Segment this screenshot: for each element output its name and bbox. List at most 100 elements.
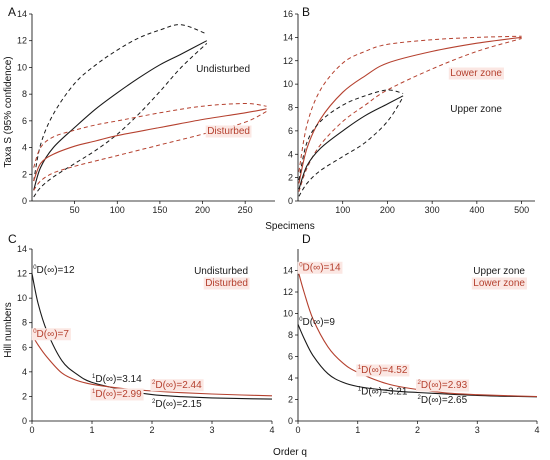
hill-annotation-main: D(∞)=2.99 bbox=[95, 389, 142, 400]
x-tick-label: 3 bbox=[209, 425, 214, 435]
y-tick-label: 8 bbox=[288, 330, 293, 340]
series-lower-zone-upper-ci bbox=[298, 35, 522, 172]
panel-letter: C bbox=[8, 232, 17, 246]
y-tick-label: 4 bbox=[22, 143, 27, 153]
y-tick-label: 12 bbox=[283, 56, 293, 66]
x-tick-label: 2 bbox=[149, 425, 154, 435]
x-tick-label: 4 bbox=[269, 425, 274, 435]
y-tick-label: 4 bbox=[288, 373, 293, 383]
y-axis-title-bottom: Hill numbers bbox=[3, 302, 14, 358]
series-upper-zone-upper-ci bbox=[298, 89, 404, 181]
hill-annotation-main: D(∞)=14 bbox=[303, 262, 341, 273]
y-tick-label: 6 bbox=[288, 126, 293, 136]
series-disturbed-label-bg bbox=[203, 277, 250, 290]
hill-annotation-sup: 0 bbox=[299, 262, 303, 268]
y-tick-label: 6 bbox=[22, 116, 27, 126]
series-undisturbed-label: Undisturbed bbox=[196, 64, 250, 75]
x-tick-label: 250 bbox=[238, 205, 253, 215]
series-upper-zone-label-main: Upper zone bbox=[473, 266, 525, 277]
hill-annotation-text: 2D(∞)=2.93 bbox=[418, 380, 468, 391]
hill-annotation: 1D(∞)=3.14 bbox=[92, 374, 142, 385]
y-tick-label: 10 bbox=[17, 62, 27, 72]
hill-annotation-bg bbox=[90, 388, 144, 401]
series-lower-zone-line bbox=[297, 270, 538, 398]
series-lower-zone-label-main: Lower zone bbox=[450, 68, 502, 79]
series-lower-zone-label-bg bbox=[471, 277, 527, 290]
series-disturbed-lower-ci bbox=[33, 111, 267, 191]
series-lower-zone-lower-ci bbox=[298, 38, 522, 192]
hill-annotation-text: 0D(∞)=12 bbox=[33, 265, 75, 276]
panel-a: A 0 2 4 6 8 10 12 14 50 100 150 200 250 Undisturbed Dis… bbox=[8, 5, 275, 215]
hill-annotation: 0D(∞)=7 bbox=[31, 328, 71, 341]
series-disturbed-label-main: Disturbed bbox=[205, 278, 248, 289]
x-tick-label: 4 bbox=[534, 425, 539, 435]
hill-annotation-bg bbox=[150, 379, 204, 392]
hill-annotation-sup: 2 bbox=[152, 399, 156, 405]
series-undisturbed-lower-ci bbox=[33, 43, 208, 198]
series-disturbed-label: Disturbed bbox=[205, 125, 252, 138]
series-undisturbed-line bbox=[33, 40, 208, 191]
hill-annotation: 0D(∞)=14 bbox=[297, 261, 343, 274]
hill-annotation-text: 0D(∞)=9 bbox=[299, 317, 335, 328]
hill-annotation-bg bbox=[416, 379, 470, 392]
x-tick-label: 300 bbox=[425, 205, 440, 215]
series-upper-zone-line bbox=[298, 95, 404, 190]
series-upper-zone-label-text: Upper zone bbox=[450, 104, 502, 115]
hill-annotation: 0D(∞)=9 bbox=[299, 317, 335, 328]
x-tick-label: 0 bbox=[29, 425, 34, 435]
series-disturbed-label-text: Disturbed bbox=[205, 278, 248, 289]
hill-annotation-text: 1D(∞)=3.14 bbox=[92, 374, 142, 385]
series-disturbed-upper-ci bbox=[33, 102, 267, 168]
panel-letter: D bbox=[302, 232, 311, 246]
x-tick-label: 0 bbox=[295, 425, 300, 435]
hill-annotation-sup: 1 bbox=[92, 374, 96, 380]
hill-annotation-sup: 0 bbox=[33, 329, 37, 335]
hill-annotation-text: 0D(∞)=14 bbox=[299, 262, 341, 273]
hill-annotation: 2D(∞)=2.44 bbox=[150, 379, 204, 392]
series-disturbed-line bbox=[31, 334, 273, 397]
hill-annotation-sup: 0 bbox=[33, 265, 37, 271]
y-tick-label: 0 bbox=[22, 196, 27, 206]
hill-annotation-sup: 1 bbox=[358, 365, 362, 371]
hill-annotation-bg bbox=[31, 328, 71, 341]
y-tick-label: 8 bbox=[22, 318, 27, 328]
hill-annotation-main: D(∞)=4.52 bbox=[361, 365, 408, 376]
y-tick-label: 2 bbox=[288, 395, 293, 405]
hill-annotation-text: 1D(∞)=2.99 bbox=[92, 389, 142, 400]
hill-annotation-sup: 1 bbox=[358, 386, 362, 392]
hill-annotation-main: D(∞)=12 bbox=[37, 265, 75, 276]
hill-annotation: 1D(∞)=2.99 bbox=[90, 388, 144, 401]
series-upper-zone-lower-ci bbox=[298, 96, 404, 197]
hill-annotation: 0D(∞)=12 bbox=[33, 265, 75, 276]
series-upper-zone-line bbox=[297, 324, 538, 398]
series-disturbed-label-main: Disturbed bbox=[207, 126, 250, 137]
hill-annotation-main: D(∞)=2.93 bbox=[421, 380, 468, 391]
y-tick-label: 12 bbox=[17, 36, 27, 46]
hill-annotation: 2D(∞)=2.15 bbox=[152, 399, 202, 410]
y-axis-title-top: Taxa S (95% confidence) bbox=[3, 56, 14, 167]
x-tick-label: 200 bbox=[195, 205, 210, 215]
panel-b: B 0 2 4 6 8 10 12 14 16 100 200 300 400 500 Lower zone U… bbox=[283, 5, 535, 215]
y-tick-label: 8 bbox=[22, 89, 27, 99]
x-tick-label: 100 bbox=[335, 205, 350, 215]
series-upper-zone-label-main: Upper zone bbox=[450, 104, 502, 115]
y-tick-label: 4 bbox=[22, 367, 27, 377]
y-tick-label: 2 bbox=[22, 391, 27, 401]
x-axis-title-top: Specimens bbox=[265, 221, 314, 232]
panel-letter: A bbox=[8, 5, 16, 19]
series-undisturbed-label-text: Undisturbed bbox=[194, 266, 248, 277]
y-tick-label: 0 bbox=[22, 416, 27, 426]
hill-annotation-text: 2D(∞)=2.44 bbox=[152, 380, 202, 391]
series-undisturbed-label-main: Undisturbed bbox=[196, 64, 250, 75]
y-tick-label: 0 bbox=[288, 416, 293, 426]
y-tick-label: 10 bbox=[283, 309, 293, 319]
series-lower-zone-label: Lower zone bbox=[448, 67, 504, 80]
y-tick-label: 8 bbox=[288, 103, 293, 113]
y-tick-label: 14 bbox=[17, 9, 27, 19]
series-disturbed-line bbox=[33, 108, 267, 182]
x-tick-label: 50 bbox=[70, 205, 80, 215]
y-tick-label: 2 bbox=[288, 173, 293, 183]
